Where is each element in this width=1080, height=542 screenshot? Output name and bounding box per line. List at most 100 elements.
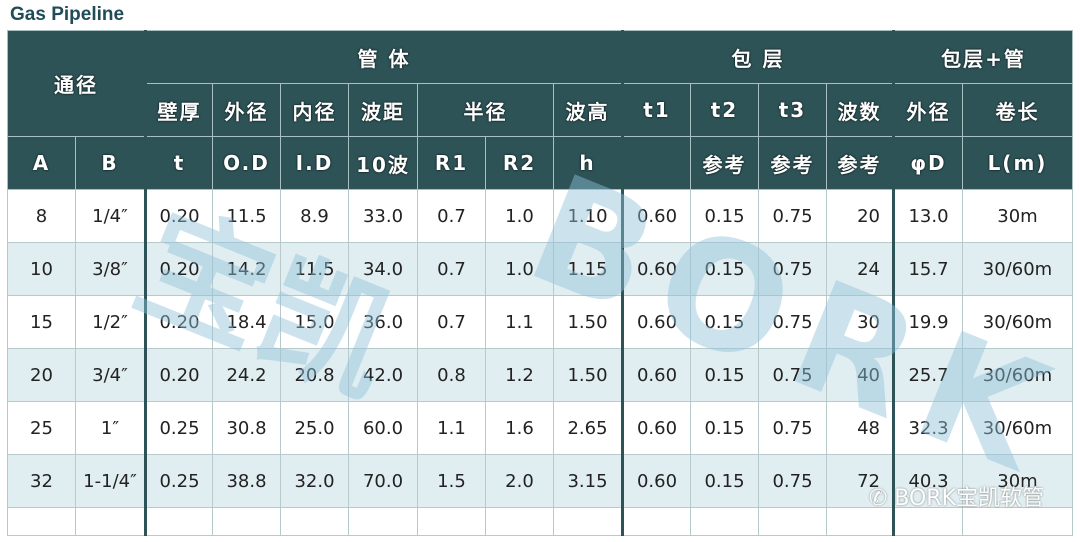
table-cell: 0.7 — [417, 295, 486, 349]
table-cell: 1.1 — [485, 295, 554, 349]
table-cell: 15.7 — [892, 242, 963, 296]
empty-cell — [7, 507, 76, 536]
table-cell: 0.20 — [144, 242, 213, 296]
table-cell: 25 — [7, 401, 76, 455]
empty-cell — [144, 507, 213, 536]
table-cell: 0.75 — [758, 189, 827, 243]
unit-header-cell: R2 — [485, 136, 554, 190]
table-cell: 0.7 — [417, 242, 486, 296]
table-cell: 30m — [962, 454, 1073, 508]
table-cell: 1-1/4″ — [75, 454, 146, 508]
unit-header-cell — [621, 136, 691, 190]
table-cell: 0.15 — [690, 295, 759, 349]
table-cell: 15 — [7, 295, 76, 349]
table-cell: 42.0 — [348, 348, 418, 402]
table-cell: 0.75 — [758, 348, 827, 402]
table-cell: 30m — [962, 189, 1073, 243]
empty-cell — [553, 507, 623, 536]
table-cell: 1.0 — [485, 242, 554, 296]
header-guanti: 管 体 — [144, 30, 623, 84]
table-cell: 1.15 — [553, 242, 623, 296]
table-cell: 20 — [7, 348, 76, 402]
table-cell: 3.15 — [553, 454, 623, 508]
table-cell: 1.2 — [485, 348, 554, 402]
empty-cell — [280, 507, 349, 536]
table-cell: 0.75 — [758, 401, 827, 455]
table-cell: 18.4 — [212, 295, 281, 349]
table-cell: 8 — [7, 189, 76, 243]
empty-cell — [417, 507, 486, 536]
unit-header-cell: 参考 — [826, 136, 894, 190]
table-cell: 0.60 — [621, 401, 691, 455]
table-cell: 11.5 — [280, 242, 349, 296]
unit-header-cell: h — [553, 136, 623, 190]
empty-cell — [348, 507, 418, 536]
unit-header-cell: φD — [892, 136, 963, 190]
unit-header-cell: 参考 — [690, 136, 759, 190]
table-cell: 60.0 — [348, 401, 418, 455]
table-cell: 1.5 — [417, 454, 486, 508]
table-cell: 3/8″ — [75, 242, 146, 296]
table-cell: 19.9 — [892, 295, 963, 349]
header-baoceng: 包 层 — [621, 30, 894, 84]
unit-header-cell: t — [144, 136, 213, 190]
subheader-cell: 波距 — [348, 83, 418, 137]
empty-cell — [75, 507, 146, 536]
table-row: 25 1″ 0.25 30.8 25.0 60.0 1.1 1.6 2.65 0.60 0.15 0.… — [7, 401, 1073, 455]
table-cell: 1/2″ — [75, 295, 146, 349]
table-cell: 2.65 — [553, 401, 623, 455]
table-cell: 36.0 — [348, 295, 418, 349]
table-cell: 15.0 — [280, 295, 349, 349]
table-cell: 32 — [7, 454, 76, 508]
table-cell: 0.75 — [758, 454, 827, 508]
subheader-cell: 外径 — [212, 83, 281, 137]
table-cell: 0.25 — [144, 454, 213, 508]
table-cell: 25.0 — [280, 401, 349, 455]
table-cell: 1″ — [75, 401, 146, 455]
empty-cell — [485, 507, 554, 536]
table-cell: 0.60 — [621, 242, 691, 296]
table-cell: 0.25 — [144, 401, 213, 455]
table-cell: 20.8 — [280, 348, 349, 402]
table-cell: 30 — [826, 295, 894, 349]
subheader-cell: 壁厚 — [144, 83, 213, 137]
unit-header-cell: O.D — [212, 136, 281, 190]
table-cell: 1.10 — [553, 189, 623, 243]
table-cell: 0.15 — [690, 189, 759, 243]
table-cell: 0.7 — [417, 189, 486, 243]
table-cell: 38.8 — [212, 454, 281, 508]
spec-table: 通径 管 体 包 层 包层+管 壁厚 外径 内径 波距 半径 波高 t1 t2 t3 波数 外径 卷长… — [7, 30, 1073, 536]
unit-header-cell: 10波 — [348, 136, 418, 190]
table-cell: 70.0 — [348, 454, 418, 508]
table-cell: 33.0 — [348, 189, 418, 243]
unit-header-cell: L(m) — [962, 136, 1073, 190]
table-cell: 25.7 — [892, 348, 963, 402]
table-row: 15 1/2″ 0.20 18.4 15.0 36.0 0.7 1.1 1.50 0.60 0.15… — [7, 295, 1073, 349]
subheader-cell: 内径 — [280, 83, 349, 137]
table-cell: 30/60m — [962, 295, 1073, 349]
unit-header-cell: R1 — [417, 136, 486, 190]
table-cell: 1/4″ — [75, 189, 146, 243]
table-cell: 0.20 — [144, 348, 213, 402]
table-cell: 2.0 — [485, 454, 554, 508]
table-cell: 0.8 — [417, 348, 486, 402]
table-cell: 0.15 — [690, 401, 759, 455]
table-cell: 32.3 — [892, 401, 963, 455]
table-cell: 0.15 — [690, 242, 759, 296]
table-cell: 0.75 — [758, 295, 827, 349]
table-cell: 1.6 — [485, 401, 554, 455]
table-cell: 11.5 — [212, 189, 281, 243]
empty-row — [7, 507, 1073, 536]
table-row: 8 1/4″ 0.20 11.5 8.9 33.0 0.7 1.0 1.10 0.60 0.15 0.… — [7, 189, 1073, 243]
empty-cell — [758, 507, 827, 536]
empty-cell — [892, 507, 963, 536]
table-cell: 24.2 — [212, 348, 281, 402]
unit-header-cell: B — [75, 136, 146, 190]
table-cell: 10 — [7, 242, 76, 296]
table-cell: 3/4″ — [75, 348, 146, 402]
empty-cell — [690, 507, 759, 536]
table-cell: 30/60m — [962, 401, 1073, 455]
table-cell: 0.60 — [621, 189, 691, 243]
table-cell: 0.15 — [690, 348, 759, 402]
table-cell: 8.9 — [280, 189, 349, 243]
